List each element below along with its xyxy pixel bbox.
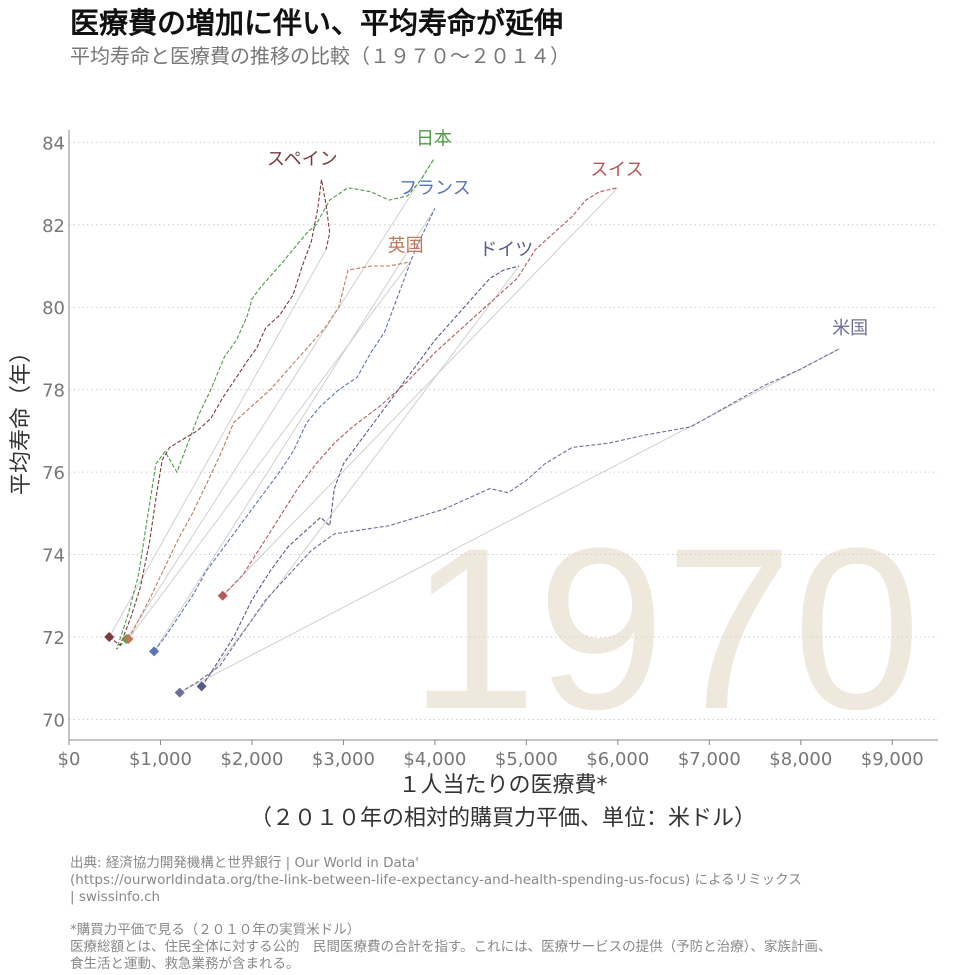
- source-link-line: (https://ourworldindata.org/the-link-bet…: [70, 872, 802, 888]
- series-line: [153, 208, 436, 652]
- x-tick-label: $9,000: [861, 749, 924, 770]
- series-label: フランス: [399, 178, 471, 199]
- trend-lines: [108, 158, 841, 694]
- trend-line: [128, 261, 411, 640]
- start-markers: [104, 590, 228, 698]
- series-line: [116, 158, 435, 650]
- trend-line: [126, 158, 435, 640]
- x-tick-label: $3,000: [312, 749, 375, 770]
- x-tick-label: $1,000: [129, 749, 192, 770]
- source-note: 出典: 経済協力開発機構と世界銀行 | Our World in Data' (…: [70, 855, 955, 906]
- series-label: ドイツ: [479, 240, 533, 261]
- trend-line: [153, 208, 436, 652]
- y-tick-label: 76: [42, 463, 65, 484]
- start-marker: [196, 681, 207, 692]
- series-line: [179, 347, 841, 694]
- footnote-line: *購買力平価で見る（２０１０年の実質米ドル）: [70, 922, 361, 938]
- x-tick-label: $7,000: [678, 749, 741, 770]
- series-paths: [108, 158, 841, 694]
- source-credit-line: | swissinfo.ch: [70, 889, 161, 905]
- start-marker: [149, 646, 160, 657]
- start-marker: [217, 590, 228, 601]
- x-tick-label: $5,000: [495, 749, 558, 770]
- y-tick-label: 72: [42, 628, 65, 649]
- start-marker: [104, 631, 115, 642]
- y-gridlines: [69, 141, 938, 720]
- series-line: [201, 265, 520, 687]
- x-axis-label: １人当たりの医療費*: [398, 773, 607, 798]
- y-tick-label: 78: [42, 381, 65, 402]
- y-axis-label: 平均寿命（年）: [9, 341, 34, 495]
- series-line: [128, 261, 411, 640]
- footnote: *購買力平価で見る（２０１０年の実質米ドル） 医療総額とは、住民全体に対する公的…: [70, 922, 958, 973]
- chart-title: 医療費の増加に伴い、平均寿命が延伸: [70, 6, 564, 40]
- chart-subtitle: 平均寿命と医療費の推移の比較（１９７０～２０１４）: [70, 44, 570, 68]
- x-tick-label: $6,000: [586, 749, 649, 770]
- y-tick-label: 74: [42, 546, 65, 567]
- trend-line: [179, 348, 841, 694]
- trend-line: [108, 249, 327, 638]
- y-tick-label: 84: [42, 133, 65, 154]
- x-tick-label: $4,000: [403, 749, 466, 770]
- x-tick-label: $2,000: [220, 749, 283, 770]
- footnote-line: 食生活と運動、救急業務が含まれる。: [70, 956, 300, 972]
- source-line: 出典: 経済協力開発機構と世界銀行 | Our World in Data': [70, 855, 420, 871]
- series-line: [222, 187, 618, 597]
- x-tick-label: $8,000: [769, 749, 832, 770]
- x-tick-label: $0: [58, 749, 81, 770]
- y-tick-label: 70: [42, 710, 65, 731]
- x-axis-label-units: （２０１０年の相対的購買力平価、単位：米ドル）: [250, 806, 756, 831]
- start-marker: [123, 634, 134, 645]
- y-tick-label: 80: [42, 298, 65, 319]
- footnote-line: 医療総額とは、住民全体に対する公的 民間医療費の合計を指す。これには、医療サービ…: [70, 939, 832, 955]
- series-label: 英国: [388, 236, 424, 257]
- series-label: 日本: [416, 128, 452, 149]
- life-expectancy-chart: 1970 70 72 74 76 78 80 82 84 $0 $1,000 $2,000 $3,00…: [9, 128, 938, 831]
- y-tick-label: 82: [42, 216, 65, 237]
- start-marker: [174, 687, 185, 698]
- trend-line: [222, 187, 619, 597]
- axes: 70 72 74 76 78 80 82 84 $0 $1,000 $2,000 $3,000 $4,0…: [42, 130, 938, 770]
- series-label: スペイン: [267, 149, 338, 170]
- series-line: [108, 179, 331, 647]
- series-label: スイス: [590, 159, 643, 180]
- series-label: 米国: [832, 318, 868, 339]
- year-watermark: 1970: [409, 500, 921, 757]
